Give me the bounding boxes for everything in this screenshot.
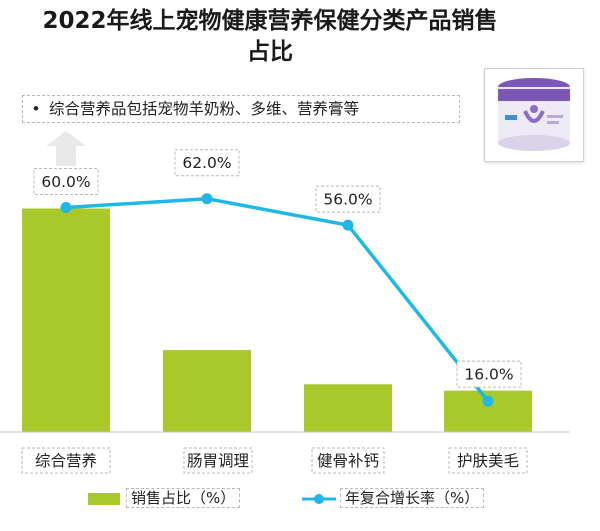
bullet-icon: •: [31, 100, 41, 118]
pet-milk-can-icon: [485, 69, 583, 161]
svg-text:60.0%: 60.0%: [41, 173, 90, 191]
legend-item-cagr: 年复合增长率（%）: [302, 486, 485, 510]
bar-2: [163, 350, 251, 432]
cagr-point-1: [60, 202, 72, 213]
legend-label-sales-share: 销售占比（%）: [126, 488, 241, 508]
svg-text:健骨补钙: 健骨补钙: [317, 452, 379, 470]
note-text: 综合营养品包括宠物羊奶粉、多维、营养膏等: [49, 100, 360, 118]
svg-text:综合营养: 综合营养: [35, 452, 97, 470]
bar-1: [22, 208, 110, 432]
cagr-point-2: [201, 193, 213, 205]
bar-3: [304, 384, 392, 432]
chart-title: 2022年线上宠物健康营养保健分类产品销售 占比: [42, 8, 498, 65]
cagr-line: [65, 196, 490, 403]
cagr-label-3: 56.0%: [315, 185, 381, 213]
cagr-point-3: [342, 219, 354, 231]
cagr-label-2: 62.0%: [174, 149, 240, 177]
category-label-4: 护肤美毛: [448, 447, 528, 474]
svg-text:护肤美毛: 护肤美毛: [457, 452, 519, 470]
cagr-point-4: [482, 395, 494, 407]
cagr-label-1: 60.0%: [33, 168, 99, 195]
svg-text:62.0%: 62.0%: [182, 154, 231, 172]
legend-swatch-line: [302, 493, 336, 504]
legend-item-sales-share: 销售占比（%）: [88, 486, 241, 510]
category-label-3: 健骨补钙: [311, 447, 385, 474]
note-box: • 综合营养品包括宠物羊奶粉、多维、营养膏等: [22, 95, 460, 123]
category-label-2: 肠胃调理: [183, 447, 253, 474]
legend-swatch-bar: [88, 492, 120, 505]
category-label-1: 综合营养: [21, 447, 111, 474]
svg-text:56.0%: 56.0%: [323, 191, 372, 209]
product-image: [484, 68, 584, 162]
up-arrow-icon: [46, 131, 86, 166]
cagr-label-4: 16.0%: [456, 360, 522, 388]
svg-text:16.0%: 16.0%: [464, 366, 513, 384]
svg-text:肠胃调理: 肠胃调理: [187, 452, 249, 470]
legend-label-cagr: 年复合增长率（%）: [340, 488, 485, 508]
